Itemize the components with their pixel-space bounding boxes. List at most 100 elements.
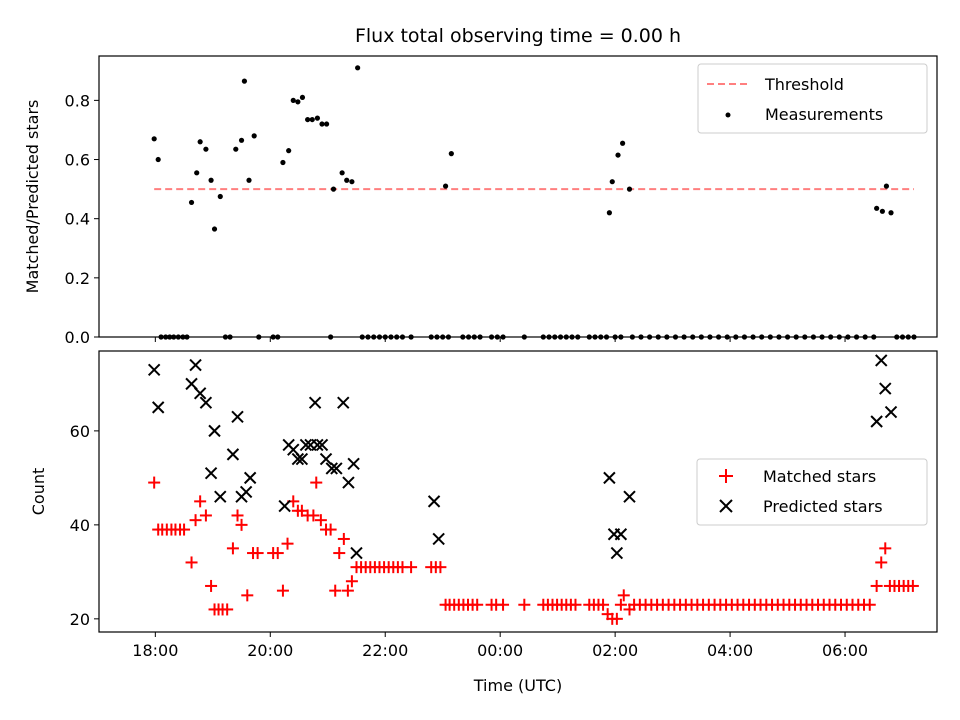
predicted-star-point <box>299 438 313 452</box>
measurement-point <box>280 159 286 166</box>
matched-star-point <box>226 542 239 555</box>
predicted-star-point <box>623 490 636 503</box>
chart-title: Flux total observing time = 0.00 h <box>355 25 681 47</box>
matched-star-point <box>497 598 510 611</box>
predicted-star-point <box>226 448 240 461</box>
matched-star-point <box>281 537 294 550</box>
predicted-star-point <box>208 424 221 438</box>
matched-star-point <box>324 523 337 536</box>
measurement-point <box>151 136 157 142</box>
predicted-star-point <box>239 485 253 499</box>
measurement-point <box>233 146 239 152</box>
measurement-point <box>241 78 248 84</box>
measurement-point <box>442 183 449 189</box>
predicted-star-point <box>193 387 207 400</box>
bottom-x-axis: 18:00 20:00 22:00 00:00 02:00 04:00 06:00 <box>132 632 868 660</box>
legend-predicted-label: Predicted stars <box>763 497 883 516</box>
predicted-star-point <box>350 546 363 560</box>
measurement-point <box>609 179 615 185</box>
matched-star-point <box>314 514 327 527</box>
x-tick-label: 06:00 <box>822 641 868 660</box>
matched-star-point <box>518 598 531 611</box>
top-y-tick-label: 0.0 <box>65 328 90 347</box>
matched-star-point <box>199 509 212 522</box>
matched-star-point <box>610 612 623 625</box>
predicted-star-point <box>147 363 161 377</box>
matched-star-point <box>194 495 207 508</box>
measurement-point <box>626 186 633 192</box>
predicted-star-point <box>879 382 892 395</box>
measurement-point <box>188 199 195 206</box>
measurement-point <box>211 226 218 232</box>
legend-measurements-label: Measurements <box>765 105 883 124</box>
measurement-point <box>879 208 885 214</box>
top-axes-frame <box>98 55 938 338</box>
measurement-point <box>290 97 296 103</box>
measurement-point <box>319 121 325 127</box>
matched-star-point <box>235 518 248 531</box>
matched-star-point <box>148 476 161 489</box>
measurement-point <box>620 140 626 146</box>
measurement-point <box>203 146 209 152</box>
measurement-point <box>606 210 612 216</box>
matched-star-point <box>333 547 346 560</box>
measurement-point <box>246 177 252 183</box>
x-axis-label: Time (UTC) <box>473 676 562 695</box>
x-tick-label: 22:00 <box>362 641 408 660</box>
matched-star-point <box>241 589 254 602</box>
x-tick-label: 04:00 <box>707 641 753 660</box>
predicted-star-point <box>884 405 898 419</box>
predicted-star-point <box>199 396 213 409</box>
bottom-y-tick-label: 60 <box>70 422 90 441</box>
matched-star-point <box>345 575 358 588</box>
matched-star-point <box>617 589 630 602</box>
bottom-y-axis-label: Count <box>29 468 48 516</box>
measurement-point <box>238 137 245 143</box>
measurement-point <box>448 151 454 157</box>
legend-matched-swatch <box>719 469 733 483</box>
matched-star-point <box>205 579 218 592</box>
measurement-point <box>874 205 880 211</box>
measurement-point <box>344 177 350 183</box>
matched-star-point <box>863 598 876 611</box>
matched-star-point <box>251 547 264 560</box>
matched-star-point <box>231 509 244 522</box>
measurement-point <box>349 179 355 185</box>
matched-star-point <box>341 584 354 597</box>
measurement-point <box>299 94 306 101</box>
predicted-star-point <box>432 532 445 546</box>
predicted-star-point <box>278 499 291 513</box>
top-y-axis-label: Matched/Predicted stars <box>23 100 42 294</box>
matched-star-point <box>405 561 418 574</box>
measurement-point <box>305 116 311 123</box>
legend-predicted-swatch <box>719 499 733 513</box>
matched-star-point <box>337 532 350 545</box>
measurement-point <box>208 177 214 183</box>
predicted-star-point <box>870 415 883 428</box>
matched-star-point <box>569 598 582 611</box>
measurement-point <box>295 99 301 105</box>
measurement-point <box>615 152 621 158</box>
matched-star-point <box>434 561 447 574</box>
bottom-plot-area <box>147 354 919 625</box>
top-legend-box <box>697 63 928 134</box>
predicted-star-point <box>315 438 329 452</box>
measurement-point <box>314 115 321 121</box>
bottom-panel: 20 40 60 18:00 20:00 22:00 00:00 02:00 04:00 06:… <box>29 350 938 695</box>
top-y-axis: 0.0 0.2 0.4 0.6 0.8 <box>65 91 99 347</box>
measurement-point <box>355 65 361 71</box>
predicted-star-point <box>330 462 343 475</box>
predicted-star-point <box>311 438 324 452</box>
legend-matched-label: Matched stars <box>763 467 876 486</box>
bottom-legend-box <box>696 458 928 526</box>
predicted-star-point <box>614 528 628 541</box>
bottom-y-axis: 20 40 60 <box>70 422 99 629</box>
top-x-axis <box>154 337 846 342</box>
matched-star-point <box>271 547 284 560</box>
predicted-star-point <box>319 452 333 466</box>
predicted-star-point <box>342 476 355 489</box>
x-tick-label: 02:00 <box>592 641 638 660</box>
legend-threshold-label: Threshold <box>764 75 844 94</box>
matched-star-point <box>178 523 191 536</box>
